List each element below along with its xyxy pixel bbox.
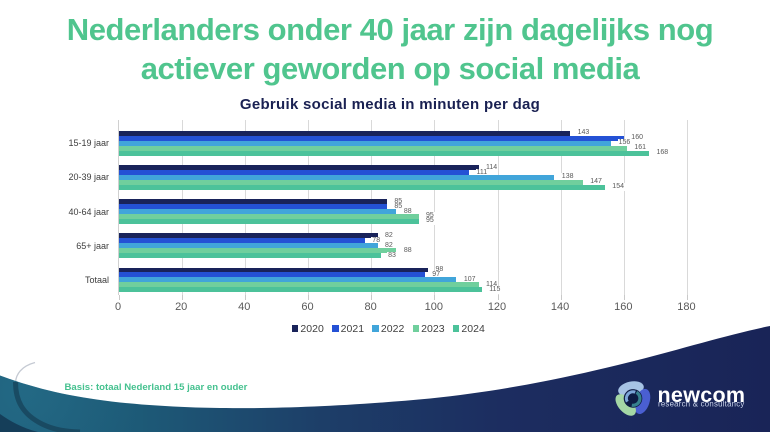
svg-text:research & consultancy: research & consultancy xyxy=(658,400,745,409)
svg-text:newcom: newcom xyxy=(658,383,746,407)
